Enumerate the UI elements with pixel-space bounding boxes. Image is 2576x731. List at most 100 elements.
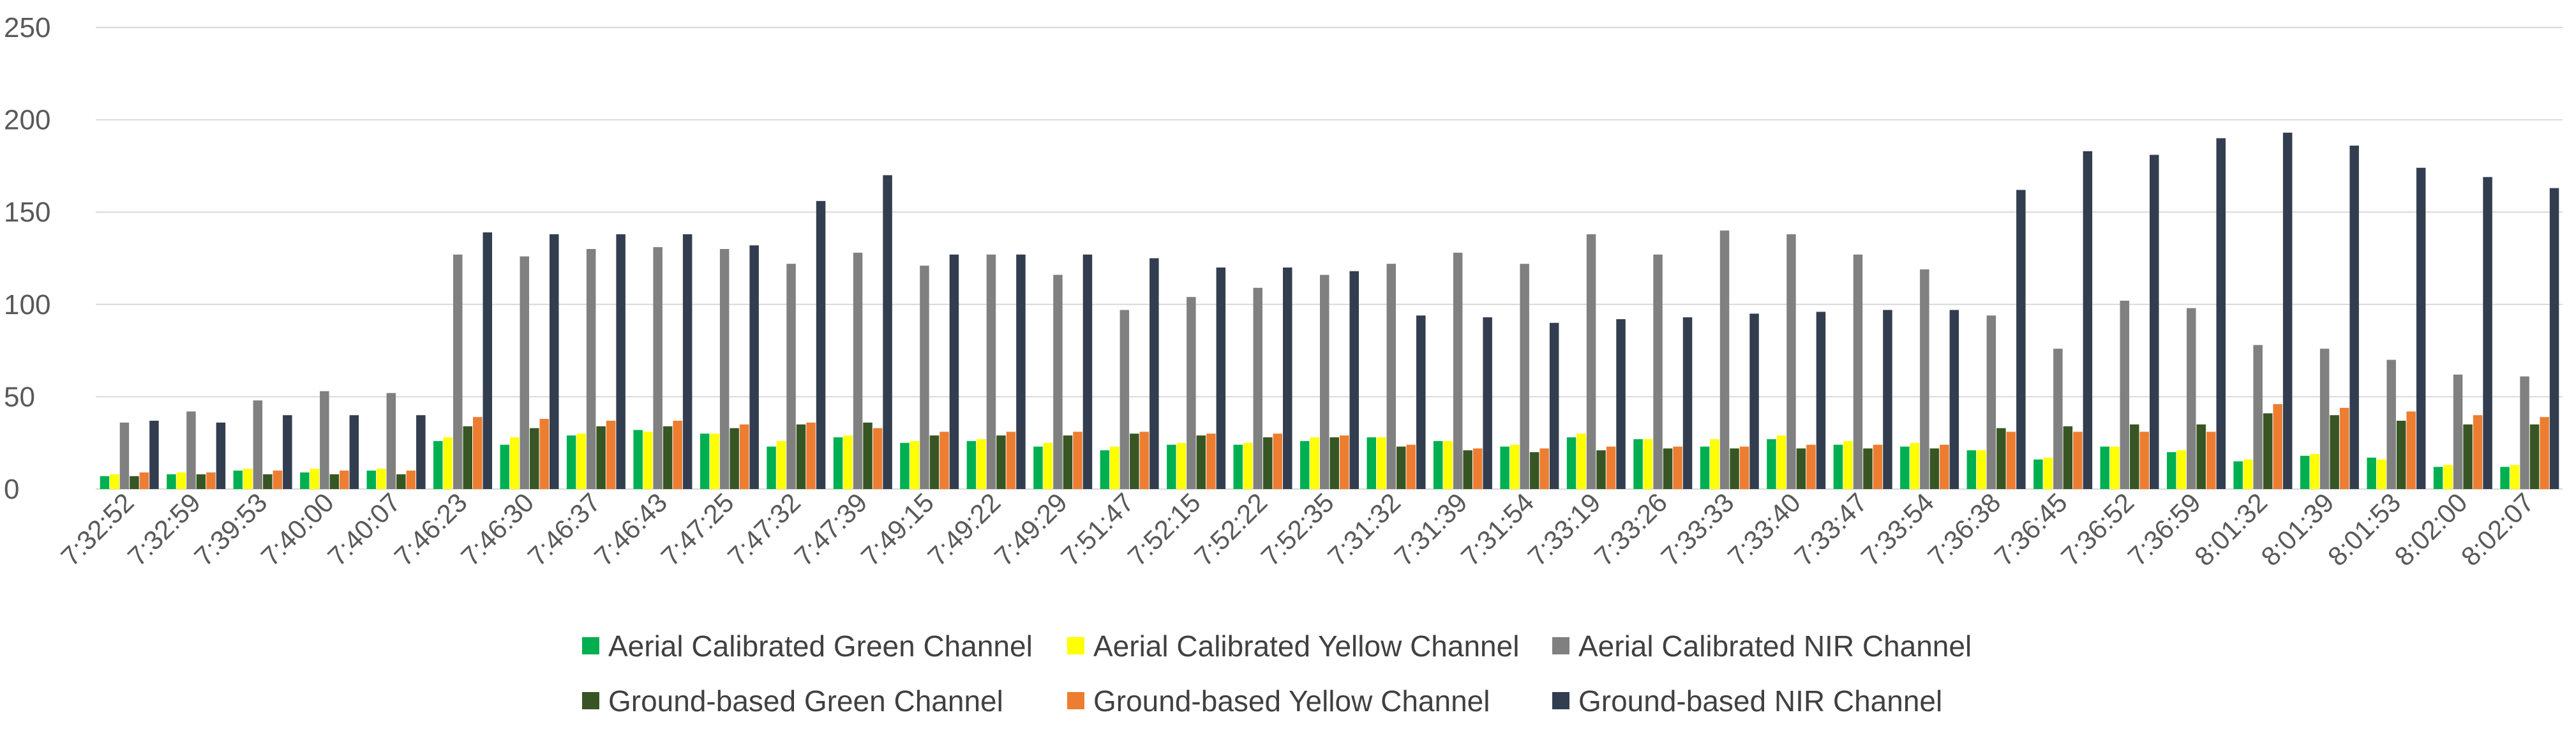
bar — [1167, 444, 1176, 489]
bar — [920, 266, 929, 489]
x-tick-label: 7:33:47 — [1788, 487, 1873, 571]
bar — [566, 435, 576, 489]
bar — [986, 254, 996, 489]
legend-label: Aerial Calibrated NIR Channel — [1578, 629, 1972, 663]
bar — [1730, 448, 1739, 489]
bar — [2263, 413, 2273, 489]
bar — [586, 249, 596, 489]
x-tick-label: 7:52:22 — [1188, 487, 1273, 571]
bar — [616, 234, 625, 489]
bar — [2120, 301, 2129, 489]
x-tick-label: 7:49:22 — [922, 487, 1006, 571]
bar — [216, 422, 226, 489]
bar — [663, 426, 673, 489]
bar — [1863, 448, 1873, 489]
bar — [2233, 461, 2243, 489]
bar — [1853, 254, 1863, 489]
x-tick-label: 7:46:30 — [455, 487, 539, 571]
bar — [253, 400, 263, 489]
bar — [2319, 349, 2330, 489]
x-tick-label: 7:32:59 — [122, 487, 206, 571]
bar — [1596, 450, 1606, 489]
x-tick-label: 7:46:37 — [521, 487, 606, 571]
bar — [2453, 374, 2463, 489]
legend-label: Aerial Calibrated Green Channel — [608, 629, 1033, 663]
bar — [1063, 435, 1073, 489]
bar — [283, 415, 292, 489]
bar — [1710, 439, 1719, 489]
bar — [1739, 446, 1749, 489]
bar — [863, 422, 872, 489]
x-tick-label: 7:40:00 — [255, 487, 340, 571]
x-tick-label: 7:36:52 — [2055, 487, 2139, 571]
bar — [2196, 424, 2206, 489]
bar — [1883, 310, 1892, 489]
bar — [700, 433, 710, 489]
bar — [1633, 439, 1643, 489]
bar — [453, 254, 463, 489]
bar — [910, 441, 920, 489]
bar — [2033, 459, 2043, 489]
bar — [843, 435, 853, 489]
bar — [206, 472, 216, 489]
y-tick-label: 250 — [4, 12, 50, 43]
bar — [1816, 312, 1826, 489]
bar — [1682, 317, 1693, 489]
bar — [1139, 432, 1149, 489]
bar — [1033, 446, 1043, 489]
bar — [710, 433, 719, 489]
bar — [1130, 433, 1139, 489]
bar — [1673, 446, 1682, 489]
bar — [1006, 432, 1016, 489]
bar — [2100, 446, 2109, 489]
bar — [1616, 319, 1626, 489]
legend-swatch — [582, 637, 599, 654]
bar — [2433, 467, 2443, 489]
bar — [1110, 446, 1120, 489]
bar — [130, 476, 139, 489]
bar — [1082, 254, 1093, 489]
bar — [796, 424, 806, 489]
bar — [1910, 442, 1920, 489]
bar — [1176, 442, 1187, 489]
legend-swatch — [1552, 692, 1569, 709]
bar — [1643, 439, 1653, 489]
bar — [1586, 234, 1596, 489]
bar — [2216, 138, 2226, 489]
bar — [2083, 151, 2093, 490]
bar — [966, 441, 977, 489]
x-tick-label: 7:49:29 — [989, 487, 1073, 571]
bar — [1653, 254, 1663, 489]
bar — [1329, 437, 1339, 489]
bar — [539, 419, 549, 489]
bar — [1406, 444, 1416, 489]
bar — [2273, 404, 2282, 489]
bar — [1663, 448, 1673, 489]
x-tick-label: 7:52:35 — [1255, 487, 1340, 571]
bar — [1929, 448, 1940, 489]
bar — [483, 232, 492, 489]
y-axis: 0 50 100 150 200 250 — [4, 12, 50, 505]
bar — [2463, 424, 2473, 489]
bar — [633, 430, 643, 489]
bar — [1472, 448, 1483, 489]
x-tick-label: 7:33:26 — [1589, 487, 1673, 571]
bar — [386, 393, 396, 489]
bar — [2150, 154, 2159, 489]
bar — [416, 415, 426, 489]
bars — [100, 132, 2559, 490]
bar — [2073, 432, 2083, 489]
bar — [243, 469, 253, 489]
bar — [233, 471, 243, 489]
bar — [1216, 268, 1226, 489]
bar — [977, 439, 986, 489]
bar — [833, 437, 843, 489]
bar — [1253, 287, 1262, 489]
bar — [2529, 424, 2540, 489]
bar — [776, 441, 786, 489]
x-tick-label: 7:46:23 — [389, 487, 473, 571]
x-tick-label: 7:32:52 — [55, 487, 139, 571]
bar — [1566, 437, 1576, 489]
bar — [2473, 415, 2483, 489]
bar — [576, 433, 586, 489]
